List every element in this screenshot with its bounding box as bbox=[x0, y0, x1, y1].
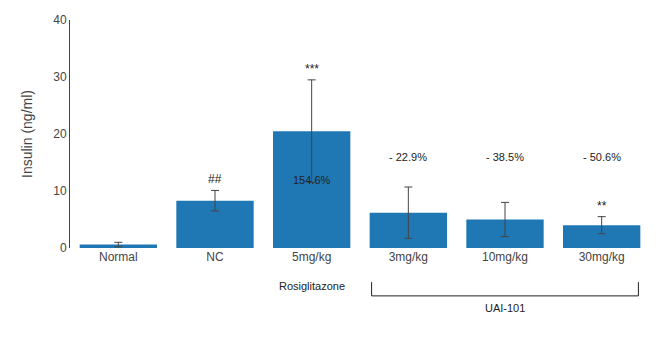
svg-text:Rosiglitazone: Rosiglitazone bbox=[279, 280, 345, 292]
svg-text:154.6%: 154.6% bbox=[293, 174, 331, 186]
svg-text:30mg/kg: 30mg/kg bbox=[579, 250, 625, 264]
svg-text:- 38.5%: - 38.5% bbox=[486, 151, 524, 163]
svg-text:40: 40 bbox=[53, 13, 67, 27]
svg-text:- 22.9%: - 22.9% bbox=[389, 151, 427, 163]
svg-text:Insulin (ng/ml): Insulin (ng/ml) bbox=[19, 90, 35, 178]
svg-text:3mg/kg: 3mg/kg bbox=[389, 250, 428, 264]
svg-text:- 50.6%: - 50.6% bbox=[583, 151, 621, 163]
svg-text:30: 30 bbox=[53, 70, 67, 84]
svg-text:0: 0 bbox=[60, 241, 67, 255]
svg-text:UAI-101: UAI-101 bbox=[485, 302, 525, 314]
svg-text:Normal: Normal bbox=[99, 250, 138, 264]
svg-text:##: ## bbox=[208, 172, 222, 186]
svg-text:NC: NC bbox=[206, 250, 224, 264]
svg-text:5mg/kg: 5mg/kg bbox=[292, 250, 331, 264]
svg-text:20: 20 bbox=[53, 127, 67, 141]
svg-text:***: *** bbox=[305, 62, 319, 76]
svg-text:**: ** bbox=[597, 199, 607, 213]
svg-text:10: 10 bbox=[53, 184, 67, 198]
svg-text:10mg/kg: 10mg/kg bbox=[482, 250, 528, 264]
